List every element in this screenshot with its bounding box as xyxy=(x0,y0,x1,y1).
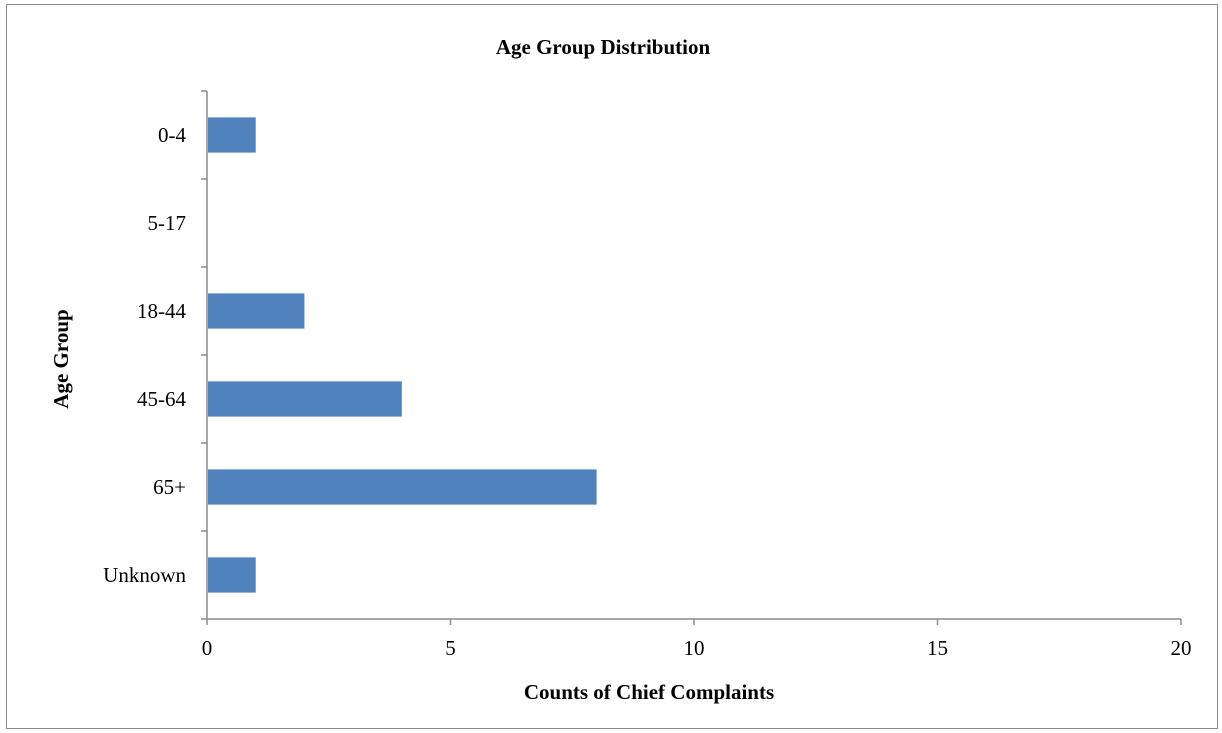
plot-area: 0 5 10 15 20 0-4 5-17 18-44 45-64 65+ Unknown xyxy=(103,90,1192,660)
bar-chart: Age Group Distribution Counts of Chief C… xyxy=(49,35,1192,704)
x-tick-label: 0 xyxy=(202,636,213,660)
y-tick-label: Unknown xyxy=(103,563,186,587)
y-tick-label: 65+ xyxy=(153,475,186,499)
y-tick-label: 0-4 xyxy=(158,123,186,147)
bar xyxy=(208,469,597,505)
bar xyxy=(208,117,256,153)
y-tick-label: 18-44 xyxy=(137,299,186,323)
y-axis-label: Age Group xyxy=(49,309,73,408)
bar xyxy=(208,381,402,417)
y-tick-label: 45-64 xyxy=(137,387,186,411)
x-tick-label: 10 xyxy=(684,636,705,660)
x-tick-label: 5 xyxy=(445,636,456,660)
bar xyxy=(208,557,256,593)
x-axis-label: Counts of Chief Complaints xyxy=(524,680,774,704)
x-tick-label: 20 xyxy=(1171,636,1192,660)
y-tick-label: 5-17 xyxy=(148,211,187,235)
bar xyxy=(208,293,305,329)
chart-title: Age Group Distribution xyxy=(496,35,711,59)
chart-frame: Age Group Distribution Counts of Chief C… xyxy=(6,4,1218,729)
x-tick-label: 15 xyxy=(927,636,948,660)
